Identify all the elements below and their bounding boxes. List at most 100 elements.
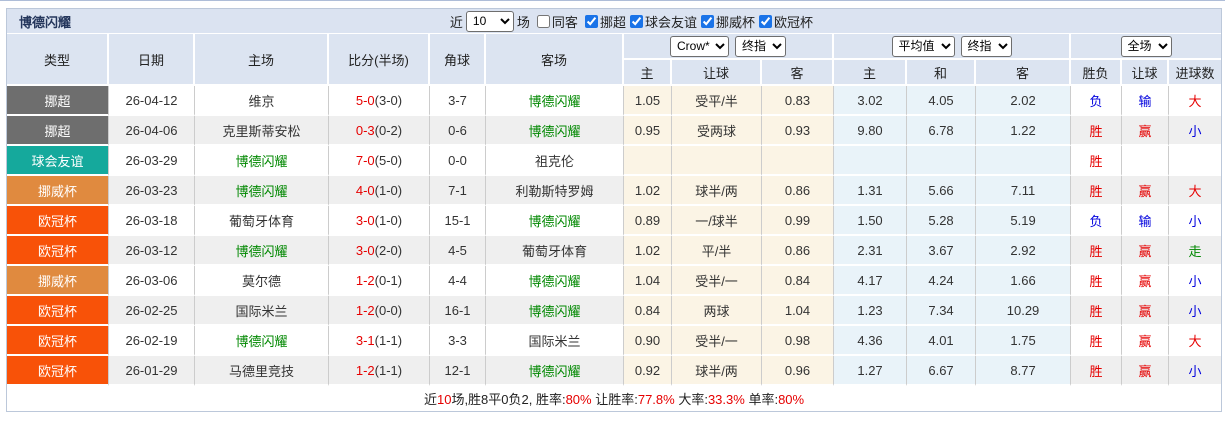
goals-cell: 走: [1169, 236, 1222, 266]
summary-text: 场,胜8平0负2, 胜率:: [451, 392, 566, 407]
halftime-score: (1-0): [374, 182, 403, 198]
europe-away-odds: 10.29: [976, 296, 1072, 326]
date-cell: 26-04-12: [109, 86, 195, 116]
same-away-checkbox[interactable]: [536, 14, 550, 28]
match-row: 挪超 26-04-12 维京 5-0(3-0) 3-7 博德闪耀 1.05 受平…: [7, 86, 1222, 116]
summary-text: 让胜率:: [591, 392, 638, 407]
col-handicap-home: 主: [624, 60, 672, 86]
europe-draw-odds: 4.24: [907, 266, 977, 296]
handicap-away-odds: 0.96: [762, 356, 835, 386]
team-history-panel: 博德闪耀 近 10 场 同客 挪超 球会友谊 挪威杯 欧冠杯 类型 日期 主场 比分: [6, 8, 1222, 412]
col-corner: 角球: [430, 34, 486, 86]
europe-draw-odds: [907, 146, 977, 176]
filter-controls: 近 10 场 同客 挪超 球会友谊 挪威杯 欧冠杯: [449, 10, 813, 32]
league-badge: 欧冠杯: [7, 236, 109, 266]
score-cell: 3-0(1-0): [329, 206, 430, 236]
handicap-home-odds: 1.02: [624, 236, 672, 266]
date-cell: 26-03-29: [109, 146, 195, 176]
fulltime-score: 3-1: [355, 332, 375, 348]
col-home: 主场: [195, 34, 329, 86]
europe-draw-odds: 5.66: [907, 176, 977, 206]
result-cell: 胜: [1071, 356, 1123, 386]
matches-unit-label: 场: [516, 14, 530, 30]
league-filters: 挪超 球会友谊 挪威杯 欧冠杯: [581, 12, 813, 31]
summary-value: 77.8%: [637, 392, 675, 407]
bookmaker-select[interactable]: Crow*: [670, 35, 729, 57]
same-away-option: 同客: [533, 12, 578, 31]
league-badge: 欧冠杯: [7, 206, 109, 236]
home-team-cell: 博德闪耀: [195, 236, 329, 266]
fulltime-score: 4-0: [355, 182, 375, 198]
fulltime-score: 1-2: [355, 362, 375, 378]
fulltime-score: 7-0: [355, 152, 375, 168]
header-row-selectors: 类型 日期 主场 比分(半场) 角球 客场 Crow* 终指 平均值 终指 全场: [7, 34, 1222, 86]
col-europe-away: 客: [976, 60, 1072, 86]
asian-cell: 赢: [1122, 236, 1170, 266]
date-cell: 26-03-06: [109, 266, 195, 296]
away-team-cell: 国际米兰: [486, 326, 624, 356]
home-team-cell: 克里斯蒂安松: [195, 116, 329, 146]
near-label: 近: [449, 14, 463, 30]
scope-select[interactable]: 全场: [1120, 35, 1172, 57]
corner-cell: 0-6: [430, 116, 486, 146]
europe-away-odds: 8.77: [976, 356, 1072, 386]
date-cell: 26-02-25: [109, 296, 195, 326]
asian-cell: 输: [1122, 206, 1170, 236]
score-cell: 4-0(1-0): [329, 176, 430, 206]
europe-away-odds: 2.02: [976, 86, 1072, 116]
summary-value: 10: [436, 392, 452, 407]
league-badge: 球会友谊: [7, 146, 109, 176]
europe-final-select[interactable]: 终指: [960, 35, 1012, 57]
match-row: 球会友谊 26-03-29 博德闪耀 7-0(5-0) 0-0 祖克伦 胜: [7, 146, 1222, 176]
result-cell: 胜: [1071, 296, 1123, 326]
result-cell: 胜: [1071, 116, 1123, 146]
summary-text: 近: [423, 392, 437, 407]
handicap-away-odds: [762, 146, 835, 176]
result-cell: 胜: [1071, 176, 1123, 206]
away-team-cell: 博德闪耀: [486, 86, 624, 116]
asian-cell: 赢: [1122, 116, 1170, 146]
goals-cell: 小: [1169, 296, 1222, 326]
league-label: 球会友谊: [644, 14, 697, 30]
goals-cell: [1169, 146, 1222, 176]
handicap-line-cell: 受半/一: [672, 326, 762, 356]
score-cell: 3-0(2-0): [329, 236, 430, 266]
league-filter: 挪威杯: [697, 12, 755, 31]
score-cell: 1-2(1-1): [329, 356, 430, 386]
europe-draw-odds: 4.01: [907, 326, 977, 356]
league-badge: 欧冠杯: [7, 356, 109, 386]
summary-value: 80%: [778, 392, 805, 407]
league-checkbox[interactable]: [758, 14, 772, 28]
handicap-final-select[interactable]: 终指: [735, 35, 786, 57]
handicap-away-odds: 0.84: [762, 266, 835, 296]
away-team-cell: 博德闪耀: [486, 296, 624, 326]
europe-home-odds: 9.80: [834, 116, 908, 146]
halftime-score: (0-1): [374, 272, 403, 288]
league-checkbox[interactable]: [700, 14, 714, 28]
asian-cell: 赢: [1122, 296, 1170, 326]
handicap-home-odds: [624, 146, 672, 176]
europe-home-odds: 1.50: [834, 206, 908, 236]
league-checkbox[interactable]: [584, 14, 598, 28]
home-team-cell: 维京: [195, 86, 329, 116]
match-row: 挪威杯 26-03-06 莫尔德 1-2(0-1) 4-4 博德闪耀 1.04 …: [7, 266, 1222, 296]
halftime-score: (1-1): [374, 362, 403, 378]
handicap-home-odds: 1.05: [624, 86, 672, 116]
corner-cell: 3-7: [430, 86, 486, 116]
corner-cell: 4-4: [430, 266, 486, 296]
asian-cell: [1122, 146, 1170, 176]
match-row: 挪超 26-04-06 克里斯蒂安松 0-3(0-2) 0-6 博德闪耀 0.9…: [7, 116, 1222, 146]
corner-cell: 3-3: [430, 326, 486, 356]
match-row: 欧冠杯 26-03-12 博德闪耀 3-0(2-0) 4-5 葡萄牙体育 1.0…: [7, 236, 1222, 266]
halftime-score: (0-2): [374, 122, 403, 138]
handicap-home-odds: 0.92: [624, 356, 672, 386]
date-cell: 26-03-12: [109, 236, 195, 266]
match-count-select[interactable]: 10: [465, 10, 514, 32]
europe-avg-select[interactable]: 平均值: [891, 35, 955, 57]
league-badge: 挪威杯: [7, 266, 109, 296]
halftime-score: (3-0): [374, 92, 403, 108]
col-handicap-away: 客: [762, 60, 835, 86]
league-checkbox[interactable]: [629, 14, 643, 28]
date-cell: 26-03-23: [109, 176, 195, 206]
result-cell: 负: [1071, 86, 1123, 116]
